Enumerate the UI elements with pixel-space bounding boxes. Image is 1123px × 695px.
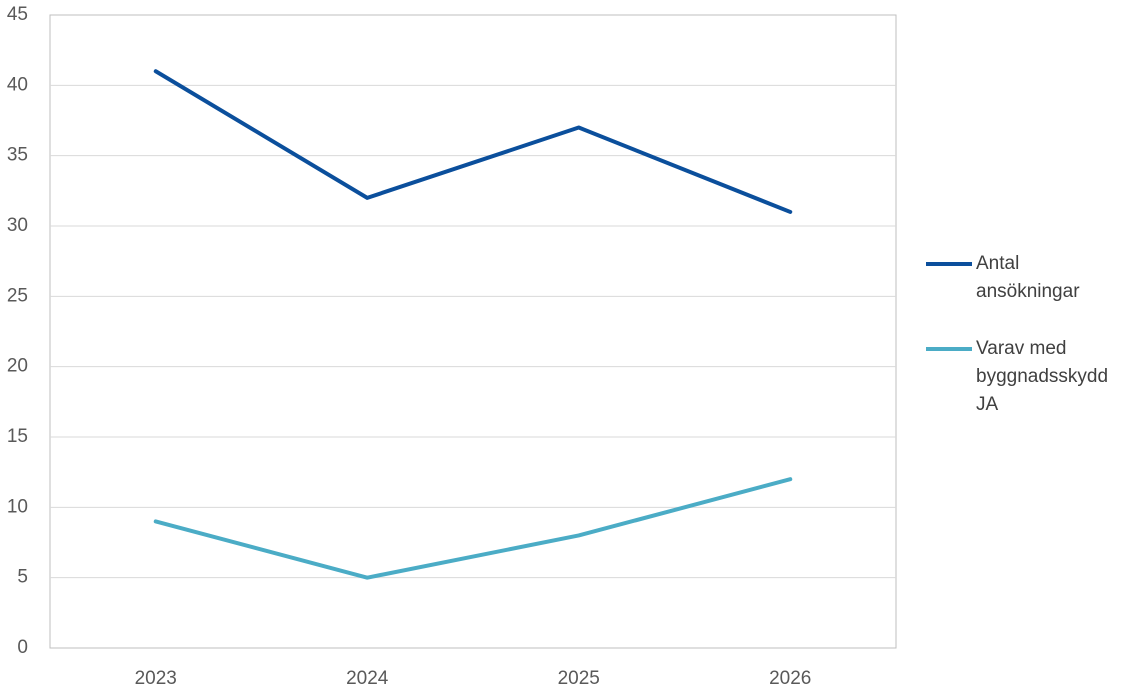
legend-swatch — [926, 262, 972, 266]
y-tick-label: 35 — [7, 145, 28, 166]
x-tick-label: 2023 — [135, 668, 177, 689]
legend-label: Antal ansökningar — [976, 253, 1080, 302]
x-tick-label: 2026 — [769, 668, 811, 689]
y-tick-label: 45 — [7, 4, 28, 25]
series-line — [153, 477, 793, 580]
series-line — [153, 69, 793, 214]
legend-label: Varav med byggnadsskydd JA — [976, 338, 1109, 415]
y-tick-label: 40 — [7, 74, 28, 95]
legend-swatch — [926, 347, 972, 351]
x-tick-label: 2025 — [558, 668, 600, 689]
y-tick-label: 20 — [7, 356, 28, 377]
y-tick-label: 0 — [17, 637, 28, 658]
y-tick-label: 5 — [17, 567, 28, 588]
y-tick-label: 30 — [7, 215, 28, 236]
legend-item: Antal ansökningar — [926, 250, 1123, 306]
y-tick-label: 15 — [7, 426, 28, 447]
plot-border — [49, 14, 897, 649]
y-tick-label: 25 — [7, 285, 28, 306]
legend-item: Varav med byggnadsskydd JA — [926, 335, 1123, 419]
y-tick-label: 10 — [7, 496, 28, 517]
x-tick-label: 2024 — [346, 668, 389, 689]
